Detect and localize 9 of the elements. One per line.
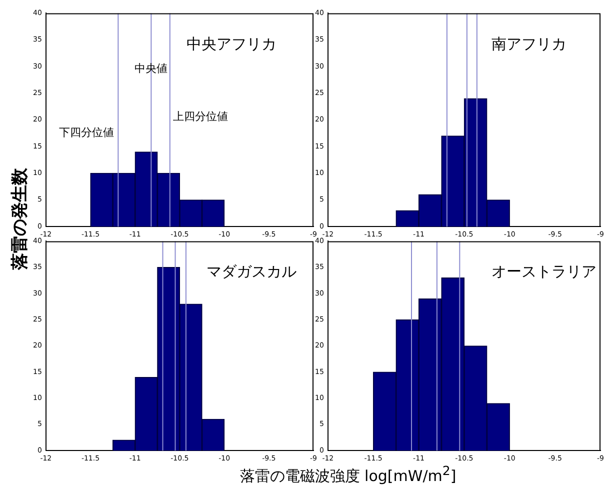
x-axis-title: 落雷の電磁波強度 log[mW/m$^{2}$] xyxy=(238,463,458,486)
ref-line-label: 下四分位値 xyxy=(59,126,114,140)
text: オーストラリア xyxy=(491,262,596,280)
y-axis-title: 落雷の発生数 xyxy=(9,167,30,272)
ref-line-label: 中央値 xyxy=(134,62,168,76)
ref-line-label: 上四分位値 xyxy=(172,110,228,124)
text: マダガスカル xyxy=(206,262,296,280)
text: 中央アフリカ xyxy=(186,35,276,54)
text: 南アフリカ xyxy=(491,35,566,54)
